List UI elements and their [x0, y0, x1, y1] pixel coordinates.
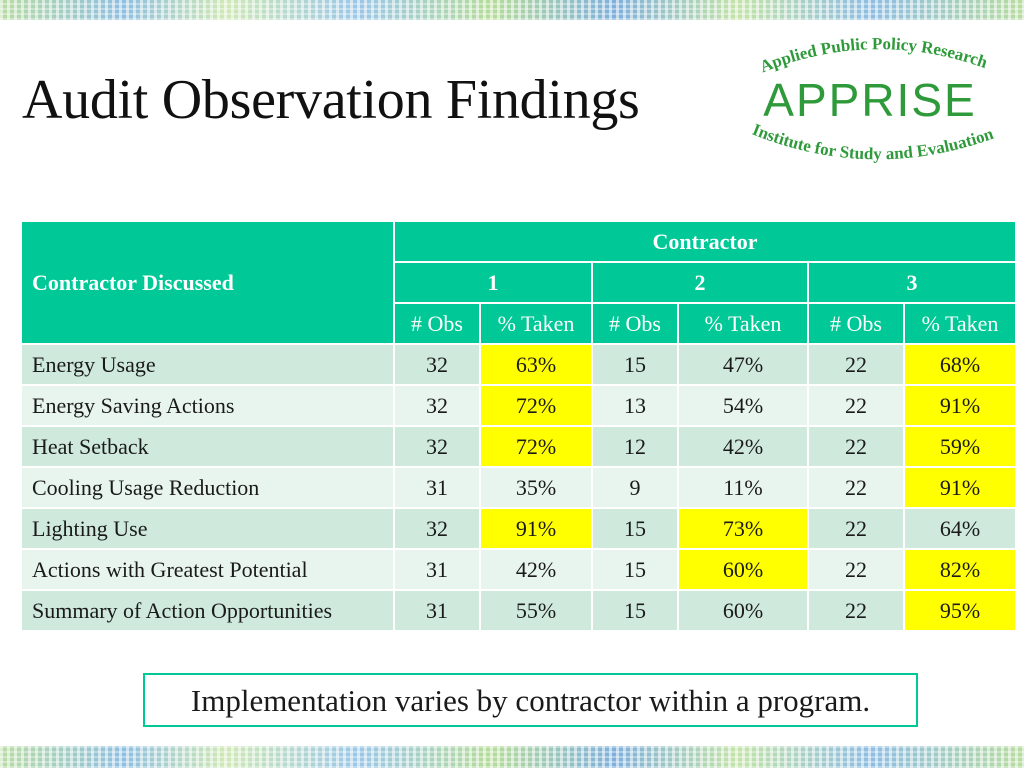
contractor-2-header: 2	[593, 263, 809, 304]
svg-text:Institute for Study and Evalua: Institute for Study and Evaluation	[750, 120, 997, 164]
table-cell: 42%	[679, 427, 809, 468]
table-cell: 22	[809, 427, 905, 468]
table-cell: 22	[809, 386, 905, 427]
contractor-3-header: 3	[809, 263, 1017, 304]
row-header-cell: Contractor Discussed	[22, 222, 395, 345]
table-cell: 22	[809, 468, 905, 509]
findings-table: Contractor Discussed Contractor 1 2 3 # …	[22, 222, 1017, 632]
slide-title: Audit Observation Findings	[22, 69, 640, 131]
table-cell: 22	[809, 345, 905, 386]
logo-arc-bottom-text: Institute for Study and Evaluation	[750, 120, 997, 164]
table-cell: 72%	[481, 386, 593, 427]
table-cell: 15	[593, 345, 679, 386]
table-cell: 91%	[481, 509, 593, 550]
table-cell: 15	[593, 509, 679, 550]
table-cell: 31	[395, 468, 481, 509]
table-cell: 32	[395, 345, 481, 386]
taken-column-header: % Taken	[679, 304, 809, 345]
table-cell: 11%	[679, 468, 809, 509]
row-label: Energy Saving Actions	[22, 386, 395, 427]
table-cell: 12	[593, 427, 679, 468]
table-cell: 95%	[905, 591, 1017, 632]
table-cell: 60%	[679, 550, 809, 591]
table-cell: 32	[395, 386, 481, 427]
table-cell: 15	[593, 591, 679, 632]
table-cell: 82%	[905, 550, 1017, 591]
obs-column-header: # Obs	[593, 304, 679, 345]
contractor-1-header: 1	[395, 263, 593, 304]
table-row: Energy Usage 32 63% 15 47% 22 68%	[22, 345, 1017, 386]
table-cell: 91%	[905, 386, 1017, 427]
table-cell: 72%	[481, 427, 593, 468]
decorative-bottom-band	[0, 746, 1024, 768]
table-row: Summary of Action Opportunities 31 55% 1…	[22, 591, 1017, 632]
table-cell: 35%	[481, 468, 593, 509]
logo-arc-top-text: Applied Public Policy Research	[757, 34, 990, 76]
decorative-top-band	[0, 0, 1024, 20]
table-cell: 68%	[905, 345, 1017, 386]
table-cell: 54%	[679, 386, 809, 427]
row-label: Cooling Usage Reduction	[22, 468, 395, 509]
row-label: Lighting Use	[22, 509, 395, 550]
table-cell: 22	[809, 550, 905, 591]
table-cell: 60%	[679, 591, 809, 632]
row-label: Energy Usage	[22, 345, 395, 386]
table-row: Heat Setback 32 72% 12 42% 22 59%	[22, 427, 1017, 468]
table-cell: 22	[809, 591, 905, 632]
obs-column-header: # Obs	[809, 304, 905, 345]
summary-note: Implementation varies by contractor with…	[143, 673, 918, 727]
table-cell: 64%	[905, 509, 1017, 550]
table-row: Actions with Greatest Potential 31 42% 1…	[22, 550, 1017, 591]
row-label: Summary of Action Opportunities	[22, 591, 395, 632]
table-cell: 31	[395, 550, 481, 591]
table-cell: 9	[593, 468, 679, 509]
table-cell: 59%	[905, 427, 1017, 468]
sub-header-row: # Obs % Taken # Obs % Taken # Obs % Take…	[22, 304, 1017, 345]
table-cell: 22	[809, 509, 905, 550]
contractor-number-row: 1 2 3	[22, 263, 1017, 304]
logo-wordmark: APPRISE	[763, 74, 976, 126]
taken-column-header: % Taken	[905, 304, 1017, 345]
table-cell: 31	[395, 591, 481, 632]
table-row: Energy Saving Actions 32 72% 13 54% 22 9…	[22, 386, 1017, 427]
apprise-logo: Applied Public Policy Research APPRISE I…	[750, 34, 997, 164]
table-row: Cooling Usage Reduction 31 35% 9 11% 22 …	[22, 468, 1017, 509]
row-label: Heat Setback	[22, 427, 395, 468]
table-cell: 47%	[679, 345, 809, 386]
table-cell: 63%	[481, 345, 593, 386]
contractor-group-header: Contractor	[395, 222, 1017, 263]
table-cell: 42%	[481, 550, 593, 591]
table-cell: 32	[395, 509, 481, 550]
table-cell: 15	[593, 550, 679, 591]
obs-column-header: # Obs	[395, 304, 481, 345]
table-cell: 32	[395, 427, 481, 468]
table-cell: 73%	[679, 509, 809, 550]
table-row: Lighting Use 32 91% 15 73% 22 64%	[22, 509, 1017, 550]
svg-text:Applied Public Policy Research: Applied Public Policy Research	[757, 34, 990, 76]
table-header-row: Contractor Discussed Contractor	[22, 222, 1017, 345]
taken-column-header: % Taken	[481, 304, 593, 345]
row-label: Actions with Greatest Potential	[22, 550, 395, 591]
table-cell: 55%	[481, 591, 593, 632]
table-cell: 91%	[905, 468, 1017, 509]
table-cell: 13	[593, 386, 679, 427]
